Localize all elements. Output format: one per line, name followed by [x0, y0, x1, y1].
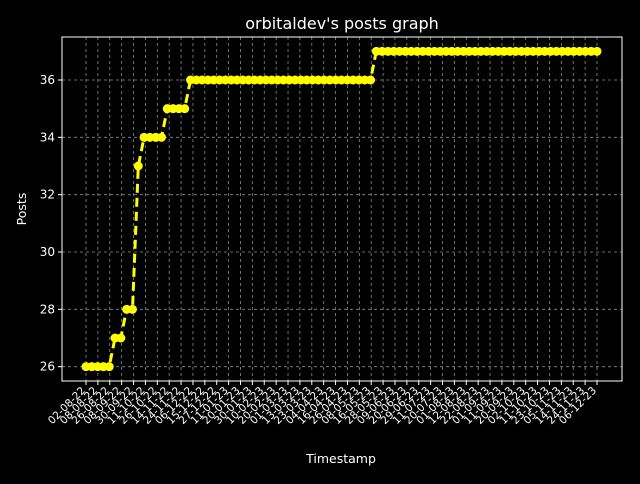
data-point [116, 333, 126, 343]
y-tick-label: 36 [40, 73, 55, 87]
data-point [366, 75, 376, 85]
plot-area-frame [61, 36, 623, 382]
data-point [133, 161, 143, 171]
y-tick-label: 26 [40, 360, 55, 374]
y-axis: 26 28 30 32 34 36 [40, 73, 62, 374]
series-posts [81, 46, 602, 372]
x-axis: 02-08-2208-08-2226-08-2208-09-2230-09-22… [46, 381, 599, 427]
data-point [127, 304, 137, 314]
chart-title: orbitaldev's posts graph [245, 14, 439, 33]
data-point [592, 46, 602, 56]
y-tick-label: 34 [40, 130, 55, 144]
data-point [156, 132, 166, 142]
x-axis-label: Timestamp [305, 451, 376, 466]
y-tick-label: 30 [40, 245, 55, 259]
y-tick-label: 28 [40, 302, 55, 316]
y-tick-label: 32 [40, 188, 55, 202]
data-point [104, 362, 114, 372]
y-axis-label: Posts [14, 193, 29, 226]
data-point [180, 104, 190, 114]
